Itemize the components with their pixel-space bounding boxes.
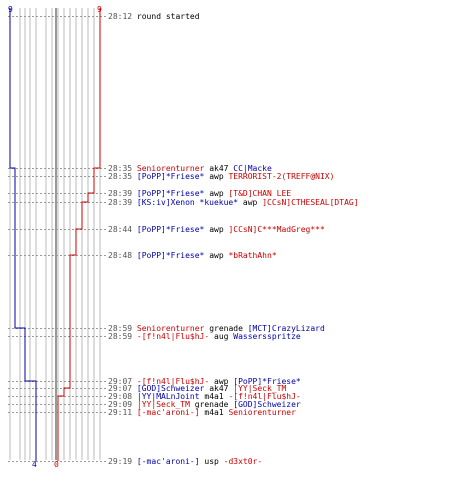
- event-weapon: m4a1: [204, 392, 224, 401]
- event-victim: TERRORIST-2(TREFF@NIX): [228, 172, 335, 181]
- log-row: 29:19 [-mac'aroni-] usp -d3xt0r-: [108, 457, 262, 466]
- event-time: 29:08: [108, 392, 133, 401]
- event-time: 28:35: [108, 164, 133, 173]
- event-weapon: grenade: [209, 324, 243, 333]
- event-killer: |YY|MALnJoint: [136, 392, 200, 401]
- event-weapon: awp: [209, 189, 224, 198]
- event-killer: [-mac'aroni-]: [136, 408, 200, 417]
- event-weapon: ak47: [209, 164, 229, 173]
- event-time: 29:19: [108, 457, 133, 466]
- event-killer: [PoPP]*Friese*: [136, 172, 205, 181]
- log-row: 29:08 |YY|MALnJoint m4a1 -[f!n4l|Flu$hJ-: [108, 392, 301, 401]
- event-time: 28:59: [108, 332, 133, 341]
- event-time: 28:48: [108, 251, 133, 260]
- event-victim: [GOD]Schweizer: [233, 400, 301, 409]
- event-weapon: awp: [209, 172, 224, 181]
- event-victim: ]CCsN]CTHESEAL[DTAG]: [262, 198, 359, 207]
- event-weapon: m4a1: [204, 408, 224, 417]
- log-row: 28:35 [PoPP]*Friese* awp TERRORIST-2(TRE…: [108, 172, 334, 181]
- event-time: 28:44: [108, 225, 133, 234]
- log-row: 28:35 Seniorenturner ak47 CC|Macke: [108, 164, 272, 173]
- event-victim: CC|Macke: [233, 164, 272, 173]
- event-killer: |YY|Seck_TM: [136, 400, 190, 409]
- event-victim: |YY|Seck_TM: [233, 384, 287, 393]
- event-killer: [-mac'aroni-]: [136, 457, 200, 466]
- red-end-count: 0: [54, 460, 59, 469]
- blue-end-count: 4: [32, 460, 37, 469]
- log-row: 28:39 [KS:iv]Xenon *kuekue* awp ]CCsN]CT…: [108, 198, 359, 207]
- event-killer: [KS:iv]Xenon *kuekue*: [136, 198, 239, 207]
- event-time: 29:11: [108, 408, 133, 417]
- event-time: 28:35: [108, 172, 133, 181]
- event-victim: Seniorenturner: [228, 408, 296, 417]
- event-weapon: aug: [214, 332, 229, 341]
- event-victim: -d3xt0r-: [223, 457, 263, 466]
- log-row: 28:44 [PoPP]*Friese* awp ]CCsN]C***MadGr…: [108, 225, 325, 234]
- team-count-traces: [9, 8, 101, 461]
- log-row: 29:11 [-mac'aroni-] m4a1 Seniorenturner: [108, 408, 296, 417]
- event-victim: -[f!n4l|Flu$hJ-: [228, 392, 301, 401]
- event-time: 28:39: [108, 198, 133, 207]
- event-weapon: awp: [209, 225, 224, 234]
- event-victim: Wassersspritze: [233, 332, 301, 341]
- event-time: 28:59: [108, 324, 133, 333]
- log-row: 29:09 |YY|Seck_TM grenade [GOD]Schweizer: [108, 400, 301, 409]
- log-row: 28:59 -[f!n4l|Flu$hJ- aug Wassersspritze: [108, 332, 301, 341]
- blue-start-count: 9: [8, 5, 13, 14]
- event-killer: -[f!n4l|Flu$hJ-: [136, 377, 210, 386]
- event-killer: [PoPP]*Friese*: [136, 189, 205, 198]
- event-connector-lines: [8, 16, 106, 462]
- event-killer: [GOD]Schweizer: [136, 384, 205, 393]
- red-team-trace: [57, 8, 101, 461]
- log-row: 28:59 Seniorenturner grenade [MCT]CrazyL…: [108, 324, 325, 333]
- event-victim: ]CCsN]C***MadGreg***: [228, 225, 325, 234]
- event-weapon: usp: [204, 457, 219, 466]
- event-time: 28:12: [108, 12, 133, 21]
- event-victim: [PoPP]*Friese*: [233, 377, 301, 386]
- event-time: 29:07: [108, 384, 133, 393]
- log-row: 29:07 [GOD]Schweizer ak47 |YY|Seck_TM: [108, 384, 286, 393]
- event-weapon: ak47: [209, 384, 229, 393]
- event-victim: [MCT]CrazyLizard: [247, 324, 325, 333]
- log-row: 29:07 -[f!n4l|Flu$hJ- awp [PoPP]*Friese*: [108, 377, 301, 386]
- log-row: 28:12 round started: [108, 12, 200, 21]
- log-row: 28:39 [PoPP]*Friese* awp [T&D]CHAN LEE: [108, 189, 291, 198]
- event-weapon: awp: [214, 377, 229, 386]
- event-weapon: awp: [209, 251, 224, 260]
- event-killer: -[f!n4l|Flu$hJ-: [136, 332, 210, 341]
- event-time: 28:39: [108, 189, 133, 198]
- event-victim: *bRathAhn*: [228, 251, 277, 260]
- event-time: 29:07: [108, 377, 133, 386]
- vertical-grid-lines: [9, 8, 101, 460]
- event-weapon: awp: [242, 198, 258, 207]
- event-weapon: round started: [136, 12, 200, 21]
- red-start-count: 9: [97, 5, 102, 14]
- event-weapon: grenade: [194, 400, 229, 409]
- event-killer: Seniorenturner: [136, 324, 205, 333]
- event-victim: [T&D]CHAN LEE: [228, 189, 292, 198]
- blue-team-trace: [9, 8, 37, 461]
- log-row: 28:48 [PoPP]*Friese* awp *bRathAhn*: [108, 251, 277, 260]
- event-time: 29:09: [108, 400, 133, 409]
- event-killer: Seniorenturner: [136, 164, 205, 173]
- event-killer: [PoPP]*Friese*: [136, 251, 205, 260]
- event-killer: [PoPP]*Friese*: [136, 225, 205, 234]
